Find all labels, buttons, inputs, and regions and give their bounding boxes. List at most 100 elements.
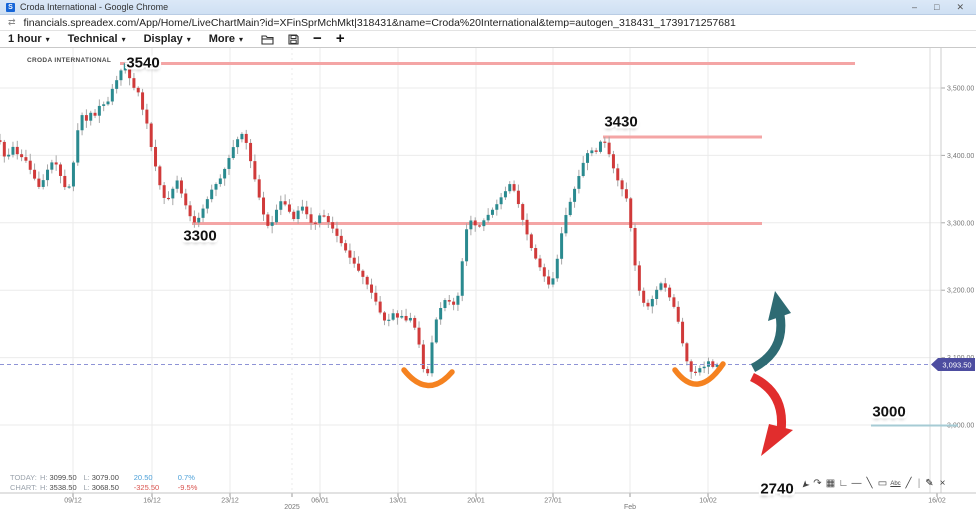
level-label-3300: 3300 [183, 227, 217, 245]
dropdown-technical[interactable]: Technical ▾ [68, 33, 126, 45]
dropdown-display[interactable]: Display ▾ [144, 33, 191, 45]
candle-body [348, 250, 352, 258]
candle-body [205, 199, 209, 209]
window-titlebar: S Croda International - Google Chrome – … [0, 0, 976, 15]
chart-canvas[interactable]: 3,500.003,400.003,300.003,200.003,100.00… [0, 48, 976, 523]
candle-body [456, 295, 460, 305]
candle-body [37, 178, 41, 187]
pencil-icon[interactable]: ✎ [925, 478, 934, 489]
candle-body [262, 197, 266, 215]
dropdown-more[interactable]: More ▾ [209, 33, 243, 45]
horizontal-line-icon[interactable]: — [851, 478, 862, 489]
candle-body [257, 179, 261, 198]
candle-body [508, 184, 512, 192]
candle-body [296, 210, 300, 220]
candle-body [110, 88, 114, 102]
candle-body [426, 368, 430, 374]
candle-body [136, 87, 140, 93]
candle-body [223, 168, 227, 179]
bounce-up-arrow[interactable] [750, 314, 786, 372]
zoom-in-button[interactable]: + [336, 31, 345, 46]
trend-line-icon[interactable]: ╲ [866, 478, 873, 489]
candle-body [702, 366, 706, 369]
candle-body [374, 292, 378, 302]
chevron-down-icon: ▾ [121, 34, 126, 44]
axes-icon[interactable]: ∟ [838, 478, 849, 489]
candle-body [119, 70, 123, 81]
x-axis-label: Feb [624, 504, 636, 511]
chart-high: 3538.50 [49, 482, 77, 492]
x-axis-label: 10/02 [699, 498, 717, 505]
candle-body [326, 216, 330, 223]
level-label-2740: 2740 [760, 480, 794, 498]
candle-body [123, 63, 127, 71]
candle-body [67, 186, 71, 188]
rectangle-icon[interactable]: ▭ [877, 478, 888, 489]
candle-body [210, 189, 214, 200]
candle-body [637, 265, 641, 291]
tab-switch-icon[interactable]: ⇄ [8, 17, 16, 27]
candle-body [495, 204, 499, 210]
candle-body [54, 162, 58, 165]
save-chart-button[interactable] [288, 33, 299, 45]
candle-body [63, 175, 67, 188]
today-change: 20.50 [133, 472, 153, 482]
candle-body [162, 185, 166, 198]
candle-body [132, 78, 136, 88]
candle-body [659, 283, 663, 290]
text-icon[interactable]: Abc [890, 481, 901, 487]
candle-body [352, 257, 356, 264]
x-axis-label: 20/01 [467, 498, 485, 505]
chart-change: -325.50 [133, 482, 160, 492]
candle-body [434, 319, 438, 343]
save-icon [288, 33, 299, 45]
dropdown-1-hour[interactable]: 1 hour ▾ [8, 33, 50, 45]
candle-body [192, 216, 196, 223]
candle-body [287, 204, 291, 212]
candle-body [395, 313, 399, 318]
candle-body [28, 160, 32, 170]
candle-body [184, 193, 188, 206]
candle-body [525, 219, 529, 235]
candle-body [0, 140, 2, 142]
zoom-out-button[interactable]: − [313, 31, 322, 46]
bottoming-arc[interactable] [672, 361, 726, 387]
candle-body [179, 180, 183, 194]
high-prefix: H: [40, 482, 48, 492]
candle-body [240, 133, 244, 140]
candle-body [335, 228, 339, 236]
candle-body [236, 139, 240, 148]
candle-body [274, 209, 278, 223]
candle-body [197, 217, 201, 223]
candle-body [676, 306, 680, 322]
breakdown-arrow[interactable] [749, 372, 787, 432]
bottoming-arc[interactable] [401, 367, 455, 389]
bounce-up-arrowhead [768, 291, 791, 321]
candle-body [7, 154, 11, 157]
candle-body [361, 270, 365, 277]
level-label-3000: 3000 [872, 403, 906, 421]
candle-body [413, 317, 417, 328]
x-axis-label: 27/01 [544, 498, 562, 505]
y-axis-label: 3,300.00 [947, 220, 974, 227]
candle-body [357, 263, 361, 271]
curved-arrow-icon[interactable]: ↷ [813, 478, 822, 489]
close-icon[interactable]: × [939, 478, 946, 489]
chart-low: 3068.50 [91, 482, 119, 492]
candle-body [46, 169, 50, 181]
x-axis-label: 06/01 [311, 498, 329, 505]
candle-body [2, 141, 6, 157]
diagonal-line-icon[interactable]: ╱ [905, 478, 912, 489]
open-chart-button[interactable] [261, 34, 274, 45]
candle-body [188, 205, 192, 217]
candle-body [365, 276, 369, 285]
candle-body [685, 343, 689, 362]
grid-icon[interactable]: ▦ [825, 478, 836, 489]
maximize-button[interactable]: □ [934, 1, 940, 12]
candle-body [564, 215, 568, 234]
candle-body [499, 197, 503, 205]
minimize-button[interactable]: – [912, 1, 918, 12]
url-text[interactable]: financials.spreadex.com/App/Home/LiveCha… [23, 16, 736, 29]
candle-body [158, 166, 162, 186]
close-button[interactable]: ✕ [956, 1, 964, 12]
